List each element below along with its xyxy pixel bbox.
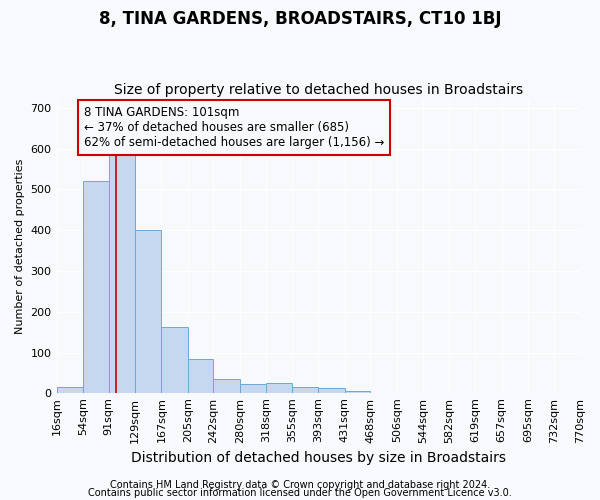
Bar	[266, 383, 292, 394]
X-axis label: Distribution of detached houses by size in Broadstairs: Distribution of detached houses by size …	[131, 451, 506, 465]
Bar	[240, 384, 266, 394]
Bar	[109, 154, 135, 394]
Y-axis label: Number of detached properties: Number of detached properties	[15, 159, 25, 334]
Bar	[318, 388, 344, 394]
Bar	[214, 379, 240, 394]
Bar	[292, 388, 318, 394]
Bar	[135, 230, 161, 394]
Bar	[344, 392, 370, 394]
Text: Contains public sector information licensed under the Open Government Licence v3: Contains public sector information licen…	[88, 488, 512, 498]
Text: 8, TINA GARDENS, BROADSTAIRS, CT10 1BJ: 8, TINA GARDENS, BROADSTAIRS, CT10 1BJ	[99, 10, 501, 28]
Bar	[83, 181, 109, 394]
Title: Size of property relative to detached houses in Broadstairs: Size of property relative to detached ho…	[114, 83, 523, 97]
Bar	[56, 388, 83, 394]
Bar	[188, 358, 214, 394]
Text: 8 TINA GARDENS: 101sqm
← 37% of detached houses are smaller (685)
62% of semi-de: 8 TINA GARDENS: 101sqm ← 37% of detached…	[83, 106, 384, 148]
Bar	[161, 327, 188, 394]
Text: Contains HM Land Registry data © Crown copyright and database right 2024.: Contains HM Land Registry data © Crown c…	[110, 480, 490, 490]
